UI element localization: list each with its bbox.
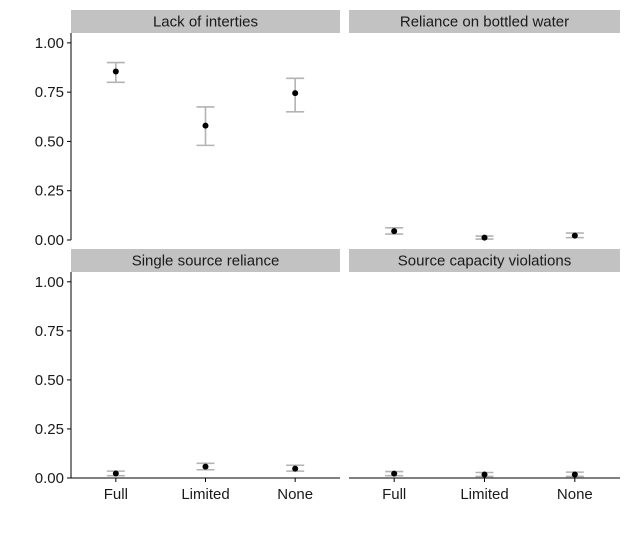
panel-4-x-tick-label-2: None — [557, 486, 593, 503]
panel-1-point-2 — [292, 90, 299, 97]
panel-1-y-tick-label-2: 0.50 — [35, 133, 64, 150]
panel-1-y-tick-label-3: 0.75 — [35, 84, 64, 101]
panel-3-y-tick-label-2: 0.50 — [35, 372, 64, 389]
panel-1-y-tick-label-0: 0.00 — [35, 232, 64, 249]
panel-1-y-tick-label-4: 1.00 — [35, 35, 64, 52]
panel-2-point-0 — [391, 228, 398, 235]
panel-3-y-tick-label-3: 0.75 — [35, 323, 64, 340]
panel-3-title: Single source reliance — [132, 253, 280, 270]
panel-1-y-tick-label-1: 0.25 — [35, 183, 64, 200]
panel-2-point-2 — [571, 232, 578, 239]
panel-3-x-tick-label-2: None — [277, 486, 313, 503]
panel-1-title: Lack of interties — [153, 14, 258, 31]
panel-4-point-2 — [571, 471, 578, 478]
panel-3-x-tick-label-0: Full — [104, 486, 128, 503]
panel-3-point-2 — [292, 465, 299, 472]
panel-3-strip — [71, 249, 340, 272]
panel-1-strip — [71, 10, 340, 33]
panel-3-x-tick-label-1: Limited — [181, 486, 229, 503]
panel-4-point-1 — [481, 471, 488, 478]
panel-4-point-0 — [391, 470, 398, 477]
panel-2-strip — [349, 10, 620, 33]
panel-3-y-tick-label-0: 0.00 — [35, 470, 64, 487]
panel-1-point-0 — [112, 68, 119, 75]
panel-2-title: Reliance on bottled water — [400, 14, 569, 31]
panel-3-point-0 — [112, 470, 119, 477]
panel-3-y-tick-label-4: 1.00 — [35, 274, 64, 291]
panel-2-point-1 — [481, 234, 488, 241]
panel-4-x-tick-label-0: Full — [382, 486, 406, 503]
panel-4-x-tick-label-1: Limited — [460, 486, 508, 503]
panel-4-title: Source capacity violations — [398, 253, 571, 270]
panel-3-y-tick-label-1: 0.25 — [35, 421, 64, 438]
panel-4-strip — [349, 249, 620, 272]
panel-1-point-1 — [202, 122, 209, 129]
panel-3-point-1 — [202, 463, 209, 470]
